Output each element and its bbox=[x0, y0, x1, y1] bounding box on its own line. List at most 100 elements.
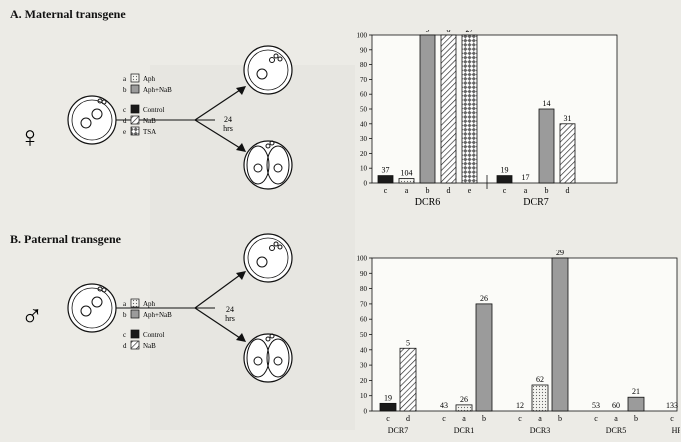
bar-n-label: 5 bbox=[406, 338, 410, 347]
bar-dcr7-c bbox=[379, 402, 397, 412]
legend-label: Control bbox=[143, 331, 164, 339]
time-label-hours: 24 hrs bbox=[223, 115, 233, 133]
bar-category-label: e bbox=[468, 186, 472, 195]
bar-n-label: 19 bbox=[384, 393, 392, 402]
legend-label: NaB bbox=[143, 117, 156, 125]
bar-n-label: 27 bbox=[466, 30, 474, 34]
bar-n-label: 31 bbox=[564, 114, 572, 123]
y-tick-label: 50 bbox=[360, 331, 368, 339]
bar-dcr7-d bbox=[399, 347, 417, 412]
bar-dcr1-b bbox=[475, 303, 493, 412]
arrow-down bbox=[194, 119, 241, 149]
y-tick-label: 80 bbox=[360, 61, 368, 69]
y-tick-label: 20 bbox=[360, 150, 368, 158]
treatment-legend: a Aph b Aph+NaB c Control d NaB e TSA bbox=[123, 73, 172, 136]
bar-category-label: c bbox=[518, 414, 522, 423]
treatment-legend: a Aph b Aph+NaB c Control d NaB bbox=[123, 298, 172, 350]
plot-area bbox=[371, 257, 678, 412]
bar-n-label: 29 bbox=[556, 250, 564, 257]
legend-swatch-aphnab bbox=[130, 84, 140, 94]
legend-key-b: b bbox=[123, 311, 127, 319]
bar-category-label: d bbox=[447, 186, 451, 195]
bar-n-label: 17 bbox=[522, 173, 530, 182]
group-label-dcr7: DCR7 bbox=[523, 197, 549, 208]
bar-category-label: a bbox=[538, 414, 542, 423]
bar-category-label: c bbox=[442, 414, 446, 423]
panel-b-title: B. Paternal transgene bbox=[10, 232, 121, 246]
y-tick-label: 60 bbox=[360, 91, 368, 99]
y-tick-label: 40 bbox=[360, 346, 368, 354]
bar-category-label: a bbox=[462, 414, 466, 423]
legend-label: TSA bbox=[143, 128, 156, 136]
bar-category-label: c bbox=[503, 186, 507, 195]
legend-label: NaB bbox=[143, 342, 156, 350]
group-label-dcr6: DCR6 bbox=[415, 197, 441, 208]
y-tick-label: 90 bbox=[360, 270, 368, 278]
legend-swatch-control bbox=[130, 329, 140, 339]
group-label-hprtlacz1: HPRTLacZ1 bbox=[672, 426, 680, 435]
legend-key-d: d bbox=[123, 117, 127, 125]
bar-n-label: 133 bbox=[666, 401, 678, 410]
bar-category-label: b bbox=[545, 186, 549, 195]
legend-label: Aph bbox=[143, 300, 156, 308]
y-tick-label: 60 bbox=[360, 316, 368, 324]
zygote-icon bbox=[67, 283, 117, 333]
y-tick-label: 100 bbox=[357, 255, 368, 263]
bar-category-label: b bbox=[634, 414, 638, 423]
panel-a-schematic: ♀ a Aph b Aph+NaB c Control d NaB e TSA 24 hrs bbox=[19, 45, 293, 190]
female-symbol: ♀ bbox=[19, 121, 42, 154]
legend-swatch-aph bbox=[130, 298, 140, 308]
bar-category-label: a bbox=[405, 186, 409, 195]
y-tick-label: 100 bbox=[357, 32, 368, 40]
two-cell-embryo-icon bbox=[243, 333, 293, 383]
bar-n-label: 60 bbox=[612, 401, 620, 410]
bar-dcr7-d bbox=[559, 123, 576, 184]
legend-label: Aph+NaB bbox=[143, 311, 172, 319]
legend-swatch-tsa bbox=[130, 126, 140, 136]
bar-category-label: b bbox=[482, 414, 486, 423]
legend-swatch-aph bbox=[130, 73, 140, 83]
legend-key-a: a bbox=[123, 300, 127, 308]
bar-dcr6-d bbox=[440, 34, 457, 184]
panel-a-title: A. Maternal transgene bbox=[10, 7, 126, 21]
legend-label: Aph bbox=[143, 75, 156, 83]
time-label-hours: 24 hrs bbox=[225, 305, 235, 323]
zygote-icon bbox=[67, 95, 117, 145]
bar-dcr1-a bbox=[455, 404, 473, 412]
bar-category-label: b bbox=[426, 186, 430, 195]
bar-n-label: 37 bbox=[382, 166, 390, 175]
group-label-dcr1: DCR1 bbox=[454, 426, 474, 435]
y-tick-label: 20 bbox=[360, 377, 368, 385]
y-tick-label: 10 bbox=[360, 165, 368, 173]
male-symbol: ♂ bbox=[21, 300, 44, 333]
group-label-dcr3: DCR3 bbox=[530, 426, 550, 435]
legend-key-c: c bbox=[123, 106, 126, 114]
legend-swatch-control bbox=[130, 104, 140, 114]
bar-n-label: 53 bbox=[592, 401, 600, 410]
y-tick-label: 10 bbox=[360, 392, 368, 400]
bar-dcr5-b bbox=[627, 396, 645, 412]
one-cell-embryo-icon bbox=[243, 233, 293, 283]
arrow-up bbox=[194, 89, 241, 121]
y-tick-label: 90 bbox=[360, 46, 368, 54]
bar-dcr3-b bbox=[551, 257, 569, 412]
y-tick-label: 50 bbox=[360, 106, 368, 114]
legend-key-a: a bbox=[123, 75, 127, 83]
legend-key-e: e bbox=[123, 128, 126, 136]
two-cell-embryo-icon bbox=[243, 140, 293, 190]
y-tick-label: 30 bbox=[360, 362, 368, 370]
bar-category-label: c bbox=[670, 414, 674, 423]
legend-label: Aph+NaB bbox=[143, 86, 172, 94]
bar-n-label: 8 bbox=[447, 30, 451, 34]
legend-swatch-nab bbox=[130, 115, 140, 125]
bar-n-label: 26 bbox=[480, 294, 488, 303]
legend-key-d: d bbox=[123, 342, 127, 350]
bar-category-label: c bbox=[384, 186, 388, 195]
legend-key-c: c bbox=[123, 331, 126, 339]
legend-swatch-aphnab bbox=[130, 309, 140, 319]
panel-b-schematic: ♂ a Aph b Aph+NaB c Control d NaB 24 hrs bbox=[21, 233, 293, 383]
bar-category-label: a bbox=[524, 186, 528, 195]
plot-area bbox=[371, 34, 618, 184]
